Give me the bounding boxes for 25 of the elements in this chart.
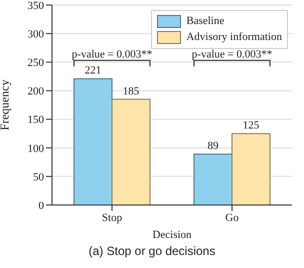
y-axis-title: Frequency <box>0 80 12 130</box>
bar <box>194 154 232 205</box>
bar <box>112 98 150 205</box>
text: (a) Stop or go decisions <box>88 244 216 258</box>
y-tick-label: 50 <box>33 171 44 184</box>
y-tick-label: 150 <box>28 114 44 126</box>
bar <box>74 78 112 205</box>
x-tick-label: Go <box>225 212 240 224</box>
bar <box>232 133 270 205</box>
y-tick-label: 100 <box>28 142 44 155</box>
y-tick-label: 350 <box>28 0 44 12</box>
data-label: 185 <box>122 85 140 98</box>
y-tick-label: 0 <box>38 200 44 212</box>
legend-label: Advisory information <box>186 30 282 45</box>
annotation: p-value = 0.003** <box>192 48 272 60</box>
data-label: 125 <box>242 120 260 132</box>
legend-label: Baseline <box>186 14 224 29</box>
data-label: 89 <box>208 140 219 152</box>
y-tick-label: 200 <box>28 86 44 98</box>
y-tick-label: 250 <box>28 57 44 70</box>
x-tick-label: Stop <box>102 212 123 224</box>
y-tick-label: 300 <box>28 28 44 40</box>
annotation: p-value = 0.003** <box>72 48 152 60</box>
x-axis-title: Decision <box>152 229 192 241</box>
data-label: 221 <box>84 64 102 77</box>
